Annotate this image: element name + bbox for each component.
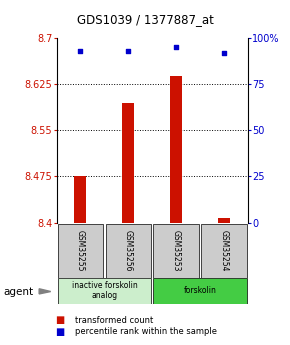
Point [222,50,226,56]
Bar [153,224,199,278]
Bar [75,176,86,223]
Text: percentile rank within the sample: percentile rank within the sample [75,327,218,336]
Text: forskolin: forskolin [184,286,217,295]
Text: agent: agent [3,287,33,296]
Text: ■: ■ [55,327,64,337]
Text: GSM35256: GSM35256 [124,230,133,272]
Bar [106,224,151,278]
Bar [170,76,182,223]
Point [174,45,178,50]
Point [78,48,83,53]
Text: GSM35254: GSM35254 [220,230,229,272]
Bar [201,224,247,278]
Text: transformed count: transformed count [75,316,154,325]
Bar [153,278,247,304]
Bar [218,218,230,223]
Bar [58,224,103,278]
Text: GSM35253: GSM35253 [172,230,181,272]
Bar [122,102,134,223]
Text: GSM35255: GSM35255 [76,230,85,272]
Text: GDS1039 / 1377887_at: GDS1039 / 1377887_at [77,13,213,26]
Text: inactive forskolin
analog: inactive forskolin analog [72,281,137,300]
Point [126,48,130,53]
Polygon shape [39,289,51,294]
Bar [58,278,151,304]
Text: ■: ■ [55,315,64,325]
